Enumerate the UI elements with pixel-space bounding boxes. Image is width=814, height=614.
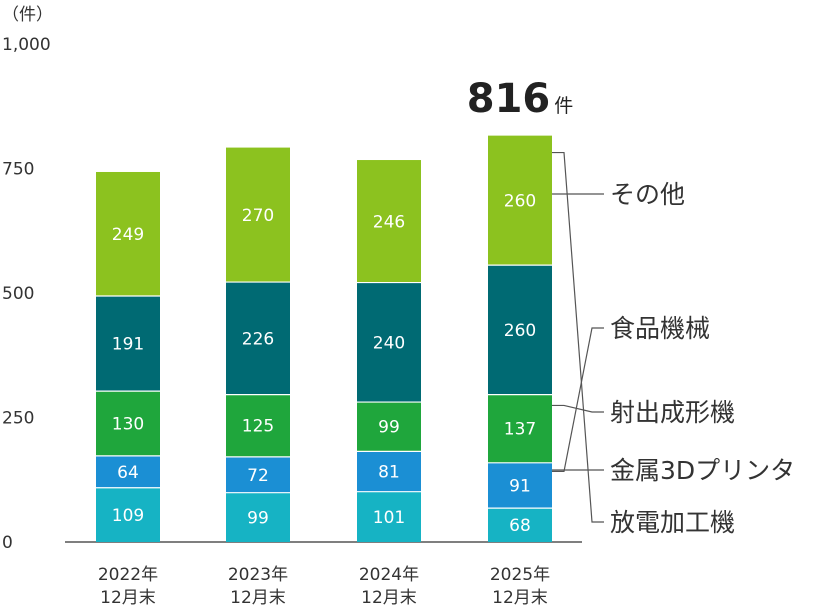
bar-segment [226,492,290,542]
legend-leader-line [552,151,604,523]
x-tick-label: 12月末 [492,588,548,608]
data-label: 260 [504,321,536,341]
data-label: 64 [117,463,139,483]
data-label: 72 [247,466,269,486]
legend-leader-line [552,404,604,413]
legend-leader-line [552,327,604,472]
bar-segment [226,394,290,457]
x-axis-labels: 2022年 12月末 2023年 12月末 2024年 12月末 2025年 12月末 [98,565,550,608]
data-label: 99 [378,418,400,438]
data-label: 260 [504,191,536,211]
data-label: 240 [373,333,405,353]
data-label: 125 [242,417,274,437]
x-tick-label: 2024年 [359,565,419,585]
legend-label: 射出成形機 [610,398,735,427]
bar-segment [357,160,421,283]
x-tick-label: 2023年 [228,565,288,585]
y-axis: 0 250 500 750 1,000 [2,35,582,553]
bar-segment [96,391,160,456]
data-label: 137 [504,420,536,440]
bar-segment [357,402,421,452]
x-tick-label: 12月末 [361,588,417,608]
legend-label: 食品機械 [610,314,710,343]
y-tick-label: 500 [2,284,34,304]
legend-label: その他 [610,180,685,209]
bar-segment [488,508,552,542]
bar-segment [488,265,552,395]
x-tick-label: 2022年 [98,565,158,585]
data-label: 68 [509,516,531,536]
highlight-total: 816 件 [467,76,574,122]
data-label: 191 [112,335,144,355]
highlight-total-unit: 件 [554,95,573,117]
data-label: 246 [373,212,405,232]
y-tick-label: 750 [2,160,34,180]
data-label: 91 [509,476,531,496]
bar-segment [357,282,421,403]
data-label: 226 [242,329,274,349]
bar-segment [357,491,421,542]
bar-segment [226,456,290,493]
y-tick-label: 0 [2,533,13,553]
data-label: 270 [242,206,274,226]
bar-segment [96,487,160,542]
legend-label: 金属3Dプリンタ [610,456,795,485]
bar-segment [96,455,160,488]
x-tick-label: 2025年 [490,565,550,585]
bar-segment [488,462,552,509]
bar-segment [96,171,160,296]
y-unit-label: （件） [2,5,53,25]
y-tick-label: 250 [2,409,34,429]
bar-segment [357,451,421,492]
data-label: 99 [247,508,269,528]
bar-segment [226,147,290,283]
data-label: 109 [112,506,144,526]
data-label: 81 [378,463,400,483]
data-label: 130 [112,414,144,434]
x-tick-label: 12月末 [230,588,286,608]
bar-segment [488,394,552,463]
data-label: 101 [373,508,405,528]
bar-segment [96,295,160,392]
bars: 109 64 130 191 249 99 72 125 226 270 101 81 99 240 246… [96,135,552,542]
data-label: 249 [112,225,144,245]
legend-label: 放電加工機 [610,508,735,537]
bar-segment [488,135,552,266]
highlight-total-value: 816 [467,76,551,122]
x-tick-label: 12月末 [100,588,156,608]
bar-segment [226,282,290,395]
y-tick-label: 1,000 [2,35,51,55]
